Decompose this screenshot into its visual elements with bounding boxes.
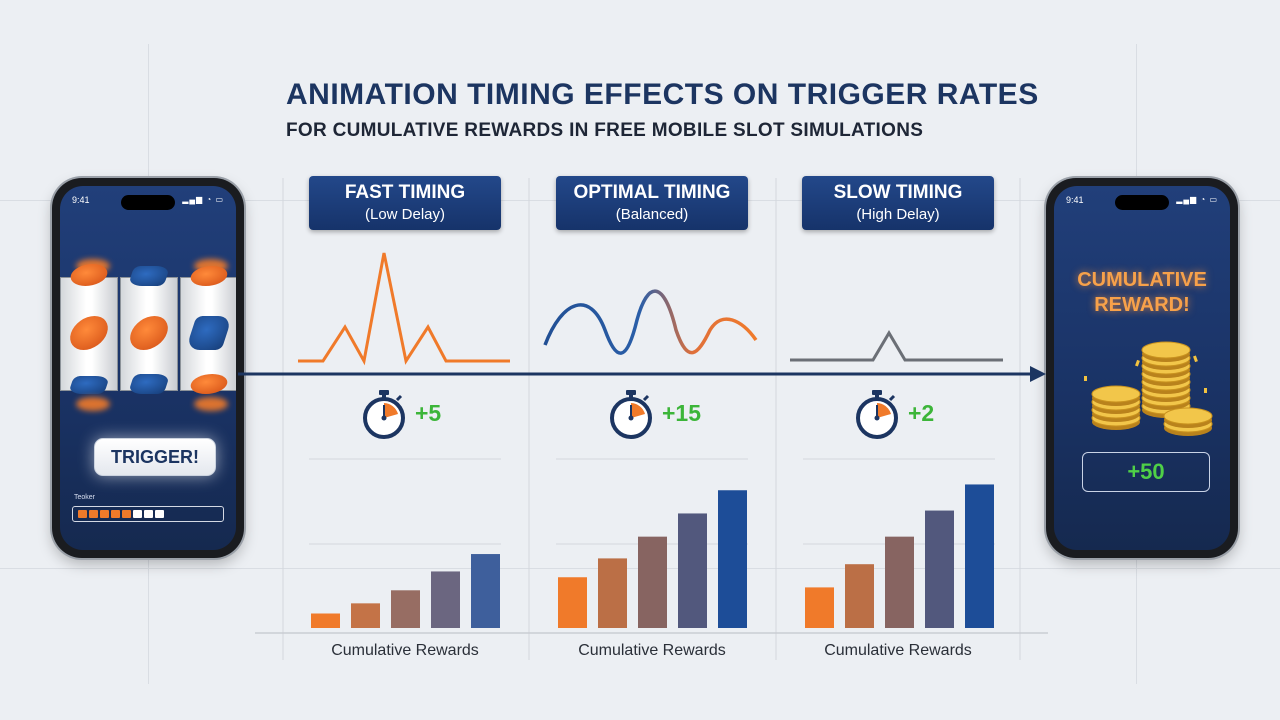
status-time: 9:41 bbox=[1066, 195, 1084, 205]
trigger-progress-bar bbox=[72, 506, 224, 522]
bar-fast-2 bbox=[351, 603, 380, 628]
progress-segment-filled bbox=[111, 510, 120, 518]
column-header-optimal: OPTIMAL TIMING (Balanced) bbox=[556, 176, 748, 230]
flame-symbol-icon bbox=[187, 266, 231, 286]
reel-glow bbox=[76, 397, 110, 411]
bar-optimal-5 bbox=[718, 490, 747, 628]
optimal-timing-signal bbox=[543, 289, 758, 355]
progress-segment-filled bbox=[100, 510, 109, 518]
bar-fast-4 bbox=[431, 571, 460, 628]
column-subtitle: (Low Delay) bbox=[364, 206, 446, 223]
bar-fast-5 bbox=[471, 554, 500, 628]
bar-slow-5 bbox=[965, 484, 994, 628]
grid-line bbox=[0, 568, 1280, 569]
coin bbox=[1141, 341, 1191, 359]
reward-title: CUMULATIVE REWARD! bbox=[1077, 269, 1207, 316]
bar-optimal-3 bbox=[638, 536, 667, 628]
seven-symbol-icon bbox=[127, 374, 171, 394]
bar-slow-2 bbox=[845, 564, 874, 628]
chart-caption-fast: Cumulative Rewards bbox=[331, 642, 479, 659]
bar-optimal-1 bbox=[558, 577, 587, 628]
reel-glow bbox=[194, 397, 228, 411]
slot-reel-3 bbox=[180, 266, 236, 394]
bar-optimal-4 bbox=[678, 513, 707, 628]
left-phone: 9:41 ▂▄▆ ◔ ▭ TRIG bbox=[52, 178, 244, 558]
reward-value: +50 bbox=[1082, 452, 1210, 492]
status-bar: 9:41 ▂▄▆ ◔ ▭ bbox=[1066, 193, 1218, 207]
seven-symbol-icon bbox=[68, 376, 110, 394]
status-time: 9:41 bbox=[72, 195, 90, 205]
progress-label: Teoker bbox=[74, 494, 96, 501]
bar-fast-3 bbox=[391, 590, 420, 628]
flame-symbol-icon bbox=[65, 316, 113, 350]
progress-segment-empty bbox=[133, 510, 142, 518]
right-phone-screen: 9:41 ▂▄▆ ◔ ▭ CUMULATIVE REWARD! +50 bbox=[1054, 186, 1230, 550]
column-subtitle: (High Delay) bbox=[856, 206, 940, 223]
slow-timing-signal bbox=[790, 330, 1003, 362]
status-bar: 9:41 ▂▄▆ ◔ ▭ bbox=[72, 193, 224, 207]
stopwatch-icon bbox=[608, 390, 654, 440]
bar-slow-1 bbox=[805, 587, 834, 628]
bar-slow-4 bbox=[925, 510, 954, 628]
signal-wifi-battery-icon: ▂▄▆ ◔ ▭ bbox=[1176, 195, 1218, 204]
flow-arrow-head bbox=[1030, 366, 1046, 382]
slot-reel-2 bbox=[120, 266, 178, 394]
fast-timing-signal bbox=[298, 252, 510, 366]
seven-symbol-icon bbox=[185, 316, 233, 350]
column-title: FAST TIMING bbox=[344, 182, 466, 203]
progress-segment-filled bbox=[122, 510, 131, 518]
column-subtitle: (Balanced) bbox=[615, 206, 689, 223]
slot-reel-1 bbox=[60, 264, 118, 394]
coin-stack-icon bbox=[1084, 341, 1213, 436]
reward-value-optimal: +15 bbox=[662, 400, 702, 426]
left-phone-screen: 9:41 ▂▄▆ ◔ ▭ TRIG bbox=[60, 186, 236, 550]
flame-symbol-icon bbox=[187, 374, 231, 394]
seven-symbol-icon bbox=[127, 266, 171, 286]
column-title: SLOW TIMING bbox=[833, 182, 963, 203]
bar-fast-1 bbox=[311, 613, 340, 628]
progress-segment-empty bbox=[144, 510, 153, 518]
stopwatch-icon bbox=[361, 390, 407, 440]
camera-notch bbox=[121, 195, 175, 210]
column-header-slow: SLOW TIMING (High Delay) bbox=[802, 176, 994, 230]
stopwatch-icon bbox=[854, 390, 900, 440]
signal-wifi-battery-icon: ▂▄▆ ◔ ▭ bbox=[182, 195, 224, 204]
chart-caption-slow: Cumulative Rewards bbox=[824, 642, 972, 659]
right-phone: 9:41 ▂▄▆ ◔ ▭ CUMULATIVE REWARD! +50 bbox=[1046, 178, 1238, 558]
page-subtitle: FOR CUMULATIVE REWARDS IN FREE MOBILE SL… bbox=[286, 120, 924, 141]
coin bbox=[1163, 407, 1213, 425]
slot-reels bbox=[60, 259, 236, 411]
progress-segment-filled bbox=[89, 510, 98, 518]
seven-symbol-icon bbox=[125, 316, 173, 350]
trigger-button[interactable]: TRIGGER! bbox=[94, 438, 216, 476]
page-title: ANIMATION TIMING EFFECTS ON TRIGGER RATE… bbox=[286, 78, 1039, 111]
coin bbox=[1091, 385, 1141, 403]
progress-segment-empty bbox=[155, 510, 164, 518]
column-title: OPTIMAL TIMING bbox=[573, 182, 731, 203]
bar-slow-3 bbox=[885, 536, 914, 628]
column-header-fast: FAST TIMING (Low Delay) bbox=[309, 176, 501, 230]
progress-segment-filled bbox=[78, 510, 87, 518]
reward-value-fast: +5 bbox=[415, 400, 442, 426]
flame-symbol-icon bbox=[67, 264, 111, 286]
camera-notch bbox=[1115, 195, 1169, 210]
reward-value-slow: +2 bbox=[908, 400, 935, 426]
chart-caption-optimal: Cumulative Rewards bbox=[578, 642, 726, 659]
